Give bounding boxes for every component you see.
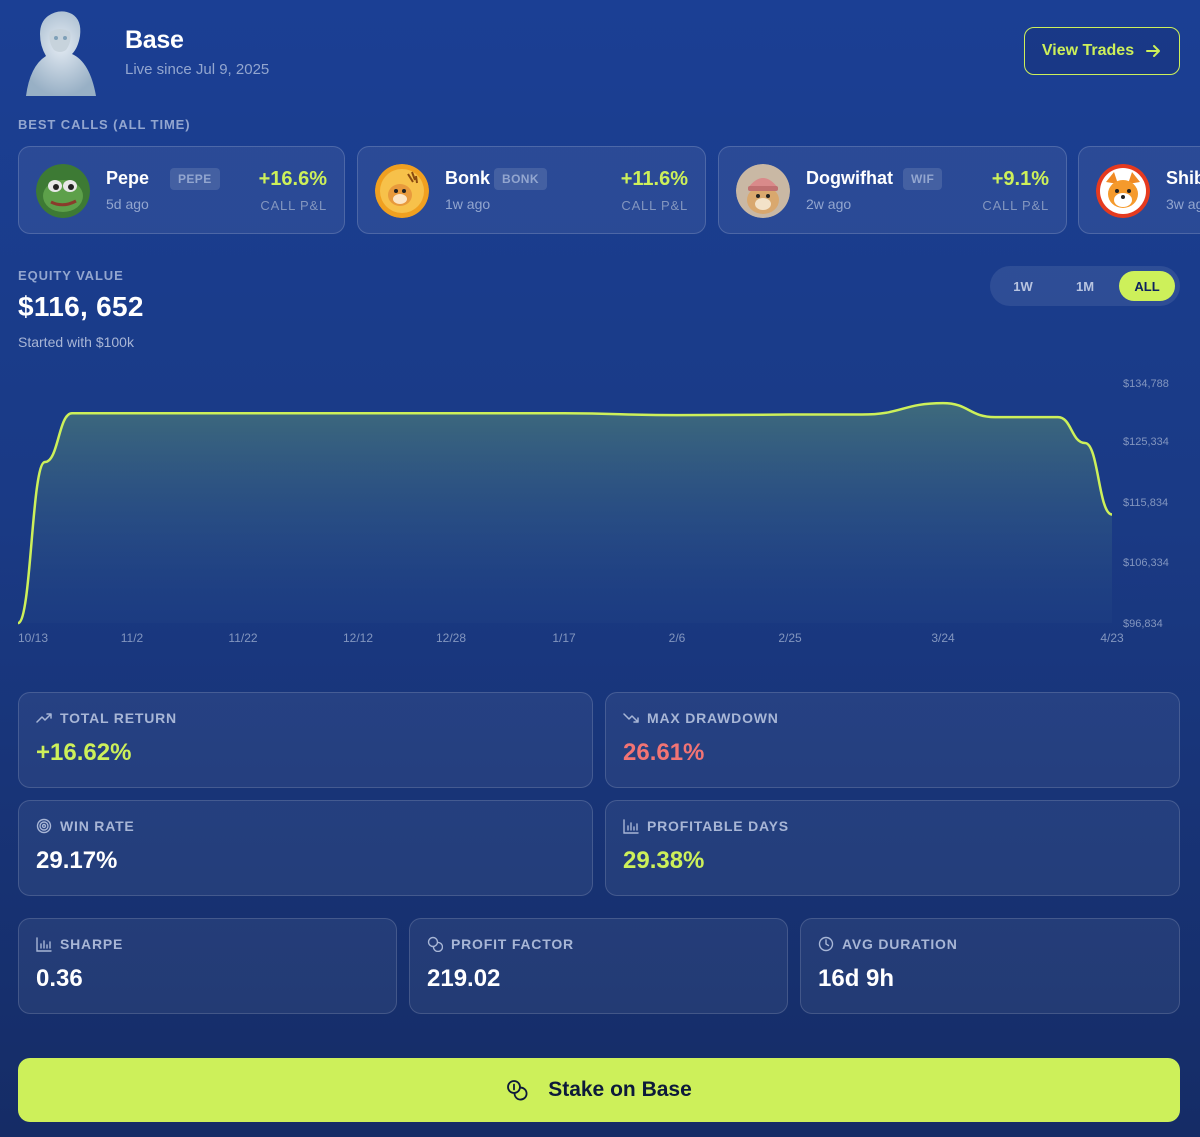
profit-factor-card: PROFIT FACTOR 219.02 [409, 918, 788, 1014]
call-ticker: WIF [903, 168, 943, 190]
max-drawdown-card: MAX DRAWDOWN 26.61% [605, 692, 1180, 788]
clock-icon [818, 936, 834, 952]
win-rate-value: 29.17% [36, 847, 118, 874]
stake-button[interactable]: Stake on Base [18, 1058, 1180, 1122]
started-with: Started with $100k [18, 334, 134, 350]
call-ticker: PEPE [170, 168, 220, 190]
call-pnl-label: CALL P&L [621, 198, 688, 213]
target-icon [36, 818, 52, 834]
pepe-icon [36, 164, 90, 218]
call-time-ago: 5d ago [106, 196, 149, 212]
equity-chart: $134,788$125,334$115,834$106,334$96,834 … [16, 378, 1169, 645]
y-tick-label: $115,834 [1123, 497, 1168, 509]
call-name: Pepe [106, 168, 150, 188]
trending-up-icon [36, 713, 52, 723]
x-tick-label: 3/24 [931, 631, 955, 645]
sharpe-value: 0.36 [36, 965, 83, 992]
call-pnl: +9.1% [991, 168, 1049, 190]
best-calls-label: BEST CALLS (ALL TIME) [18, 117, 191, 132]
bar-chart-icon [623, 819, 639, 834]
call-card-pepe[interactable]: Pepe PEPE 5d ago +16.6% CALL P&L [18, 146, 345, 234]
time-range-tabs: 1W 1M ALL [990, 266, 1180, 306]
profitable-days-card: PROFITABLE DAYS 29.38% [605, 800, 1180, 896]
call-time-ago: 3w ag [1166, 196, 1200, 212]
call-pnl-label: CALL P&L [260, 198, 327, 213]
stake-button-label: Stake on Base [548, 1078, 692, 1101]
y-tick-label: $125,334 [1123, 436, 1169, 448]
x-tick-label: 11/2 [121, 631, 144, 645]
equity-series-line [16, 401, 1113, 625]
x-tick-label: 1/17 [552, 631, 576, 645]
win-rate-card: WIN RATE 29.17% [18, 800, 593, 896]
max-drawdown-value: 26.61% [623, 739, 705, 766]
x-tick-label: 2/25 [778, 631, 802, 645]
x-tick-label: 11/22 [228, 631, 257, 645]
live-since: Live since Jul 9, 2025 [125, 61, 270, 78]
bonk-icon [375, 164, 429, 218]
agent-avatar [20, 6, 102, 98]
call-name: Dogwifhat [806, 168, 893, 188]
dogwifhat-icon [736, 164, 790, 218]
call-card-shib[interactable]: Shib 3w ag [1078, 146, 1200, 234]
x-tick-label: 10/13 [18, 631, 48, 645]
call-ticker: BONK [494, 168, 547, 190]
call-name: Bonk [445, 168, 490, 188]
equity-value: $116, 652 [18, 291, 144, 322]
arrow-right-icon [1146, 45, 1161, 57]
coins-icon [507, 1080, 528, 1101]
call-card-dogwifhat[interactable]: Dogwifhat WIF 2w ago +9.1% CALL P&L [718, 146, 1067, 234]
agent-name: Base [125, 26, 184, 54]
call-time-ago: 1w ago [445, 196, 491, 212]
sharpe-label: SHARPE [60, 936, 124, 952]
bar-chart-icon [36, 937, 52, 952]
call-pnl-label: CALL P&L [982, 198, 1049, 213]
avg-duration-card: AVG DURATION 16d 9h [800, 918, 1180, 1014]
avg-duration-value: 16d 9h [818, 965, 895, 992]
range-tab-1m[interactable]: 1M [1075, 278, 1095, 294]
win-rate-label: WIN RATE [60, 818, 135, 834]
profitable-days-value: 29.38% [623, 847, 705, 874]
range-tab-1w[interactable]: 1W [1013, 278, 1033, 294]
coins-icon [427, 936, 443, 952]
x-tick-label: 12/12 [343, 631, 373, 645]
profitable-days-label: PROFITABLE DAYS [647, 818, 789, 834]
call-pnl: +16.6% [258, 168, 327, 190]
x-tick-label: 12/28 [436, 631, 466, 645]
equity-value-label: EQUITY VALUE [18, 268, 124, 283]
sharpe-card: SHARPE 0.36 [18, 918, 397, 1014]
trending-down-icon [623, 713, 639, 723]
y-tick-label: $96,834 [1123, 618, 1163, 630]
y-tick-label: $134,788 [1123, 378, 1169, 390]
shiba-icon [1096, 164, 1150, 218]
range-tab-all[interactable]: ALL [1119, 271, 1175, 301]
call-name: Shib [1166, 168, 1200, 188]
total-return-label: TOTAL RETURN [60, 710, 177, 726]
total-return-card: TOTAL RETURN +16.62% [18, 692, 593, 788]
total-return-value: +16.62% [36, 739, 132, 766]
max-drawdown-label: MAX DRAWDOWN [647, 710, 779, 726]
view-trades-button[interactable]: View Trades [1024, 27, 1180, 75]
call-pnl: +11.6% [620, 168, 688, 190]
profit-factor-label: PROFIT FACTOR [451, 936, 574, 952]
x-tick-label: 2/6 [669, 631, 686, 645]
avg-duration-label: AVG DURATION [842, 936, 958, 952]
call-time-ago: 2w ago [806, 196, 852, 212]
x-tick-label: 4/23 [1100, 631, 1124, 645]
call-card-bonk[interactable]: Bonk BONK 1w ago +11.6% CALL P&L [357, 146, 706, 234]
view-trades-label: View Trades [1041, 42, 1135, 59]
profit-factor-value: 219.02 [427, 965, 501, 992]
y-tick-label: $106,334 [1123, 557, 1169, 569]
best-calls-row: Pepe PEPE 5d ago +16.6% CALL P&L Bonk BO… [18, 146, 1200, 234]
equity-area-fill [18, 403, 1112, 623]
